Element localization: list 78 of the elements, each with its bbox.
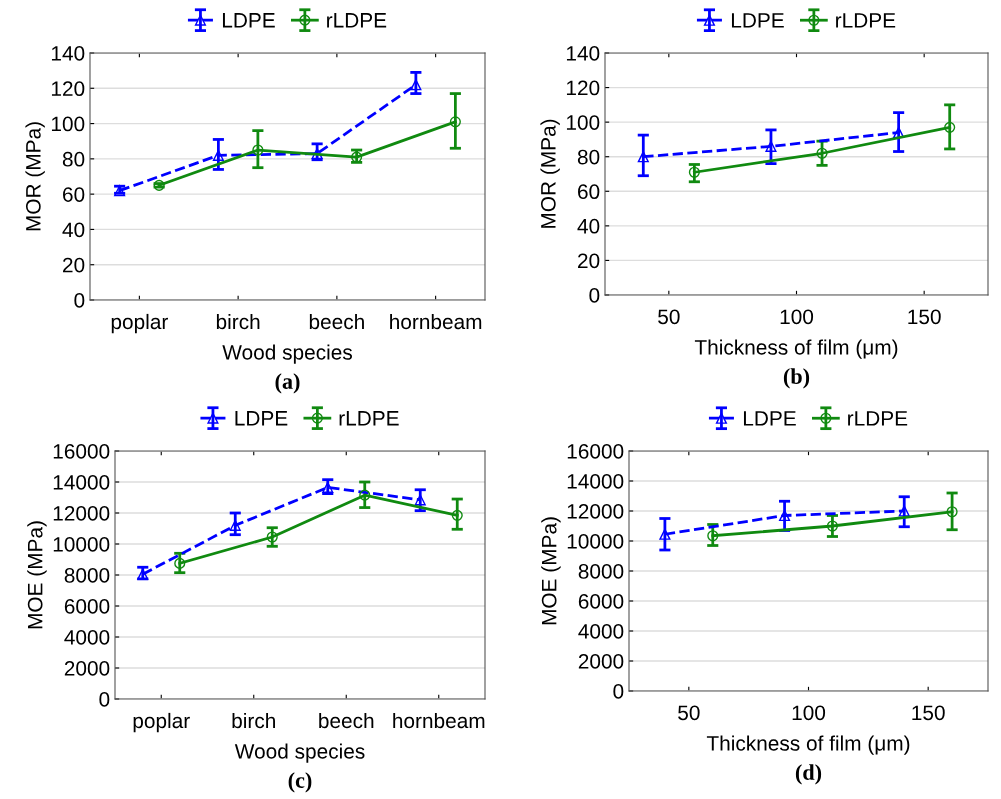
- legend-label: rLDPE: [848, 411, 908, 426]
- y-tick-label: 0: [589, 288, 600, 303]
- point: [946, 506, 958, 518]
- y-tick-label: 8000: [578, 564, 624, 579]
- y-tick-label: 60: [63, 187, 85, 202]
- x-tick-label: hornbeam: [390, 313, 482, 330]
- x-axis-title: Thickness of film (μm): [694, 339, 898, 359]
- y-tick-label: 6000: [64, 599, 110, 614]
- y-tick-label: 4000: [578, 624, 624, 639]
- y-axis-title: MOR (MPa): [25, 122, 45, 231]
- point: [816, 147, 828, 159]
- y-tick-label: 4000: [64, 630, 110, 645]
- legend-label: rLDPE: [339, 411, 399, 426]
- y-tick-label: 80: [62, 151, 85, 167]
- y-axis-title: MOR (MPa): [540, 119, 560, 228]
- y-tick-label: 8000: [64, 568, 110, 583]
- y-tick-label: 100: [51, 116, 85, 132]
- text: (c): [288, 772, 312, 793]
- y-tick-label: 0: [613, 684, 624, 699]
- legend-label: LDPE: [731, 13, 784, 28]
- y-tick-label: 140: [51, 46, 85, 61]
- point: [707, 530, 719, 542]
- y-tick-label: 12000: [53, 506, 110, 521]
- x-tick-label: 150: [908, 309, 941, 325]
- y-tick-label: 20: [578, 253, 600, 269]
- y-axis-title: MOE (MPa): [541, 517, 561, 625]
- point: [944, 121, 956, 133]
- x-axis-title: Wood species: [234, 743, 365, 763]
- legend-label: rLDPE: [836, 13, 896, 28]
- point: [637, 151, 649, 163]
- x-tick-label: 50: [658, 309, 680, 325]
- y-tick-label: 20: [63, 257, 85, 273]
- legend-label: LDPE: [235, 411, 288, 426]
- text: (b): [783, 368, 810, 389]
- y-tick-label: 6000: [578, 594, 624, 609]
- point: [826, 520, 838, 532]
- y-axis-title: MOE (MPa): [27, 521, 47, 629]
- y-tick-label: 140: [566, 46, 600, 61]
- point: [779, 509, 791, 522]
- point: [898, 505, 910, 517]
- y-tick-label: 10000: [53, 537, 110, 552]
- y-tick-label: 100: [566, 115, 600, 130]
- text: (d): [795, 764, 822, 785]
- y-tick-label: 16000: [53, 444, 110, 459]
- x-tick-label: 150: [912, 705, 945, 721]
- y-tick-label: 10000: [567, 534, 624, 549]
- y-tick-label: 120: [566, 80, 600, 96]
- y-tick-label: 2000: [64, 661, 110, 676]
- x-axis-title: Thickness of film (μm): [706, 735, 910, 755]
- x-tick-label: hornbeam: [393, 712, 485, 729]
- x-tick-label: beech: [319, 712, 374, 729]
- y-tick-label: 2000: [578, 654, 624, 669]
- y-tick-label: 14000: [53, 475, 110, 490]
- x-tick-label: poplar: [133, 712, 190, 733]
- x-tick-label: birch: [216, 313, 260, 330]
- x-axis-title: Wood species: [222, 344, 352, 364]
- point: [688, 166, 700, 178]
- x-tick-label: 50: [678, 705, 700, 721]
- x-tick-label: birch: [232, 712, 275, 729]
- y-tick-label: 16000: [567, 444, 624, 459]
- y-tick-label: 0: [99, 692, 110, 707]
- y-tick-label: 40: [62, 222, 85, 238]
- x-tick-label: 100: [780, 309, 814, 325]
- y-tick-label: 80: [577, 149, 600, 165]
- x-tick-label: beech: [309, 313, 364, 330]
- y-tick-label: 120: [51, 81, 85, 97]
- legend-label: rLDPE: [327, 13, 387, 28]
- legend-label: LDPE: [222, 13, 275, 28]
- legend-label: LDPE: [743, 411, 796, 426]
- y-tick-label: 14000: [567, 474, 624, 489]
- x-tick-label: poplar: [111, 313, 168, 334]
- point: [659, 528, 671, 540]
- y-tick-label: 40: [577, 218, 600, 234]
- y-tick-label: 0: [74, 293, 85, 308]
- text: (a): [275, 373, 300, 394]
- x-tick-label: 100: [792, 705, 826, 721]
- y-tick-label: 60: [578, 184, 600, 200]
- y-tick-label: 12000: [567, 504, 624, 519]
